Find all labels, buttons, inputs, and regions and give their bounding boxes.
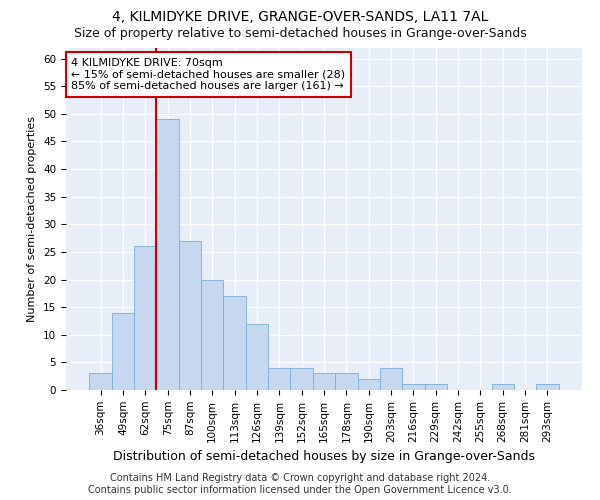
- Bar: [290, 368, 313, 390]
- Bar: [268, 368, 290, 390]
- Text: 4 KILMIDYKE DRIVE: 70sqm
← 15% of semi-detached houses are smaller (28)
85% of s: 4 KILMIDYKE DRIVE: 70sqm ← 15% of semi-d…: [71, 58, 345, 91]
- Bar: [157, 120, 179, 390]
- Bar: [246, 324, 268, 390]
- Y-axis label: Number of semi-detached properties: Number of semi-detached properties: [28, 116, 37, 322]
- Bar: [491, 384, 514, 390]
- Bar: [536, 384, 559, 390]
- Bar: [179, 241, 201, 390]
- Bar: [112, 312, 134, 390]
- Bar: [380, 368, 402, 390]
- Bar: [201, 280, 223, 390]
- Bar: [134, 246, 157, 390]
- Bar: [313, 374, 335, 390]
- Bar: [89, 374, 112, 390]
- Bar: [358, 379, 380, 390]
- X-axis label: Distribution of semi-detached houses by size in Grange-over-Sands: Distribution of semi-detached houses by …: [113, 450, 535, 463]
- Text: Size of property relative to semi-detached houses in Grange-over-Sands: Size of property relative to semi-detach…: [74, 28, 526, 40]
- Bar: [223, 296, 246, 390]
- Bar: [425, 384, 447, 390]
- Bar: [335, 374, 358, 390]
- Text: 4, KILMIDYKE DRIVE, GRANGE-OVER-SANDS, LA11 7AL: 4, KILMIDYKE DRIVE, GRANGE-OVER-SANDS, L…: [112, 10, 488, 24]
- Bar: [402, 384, 425, 390]
- Text: Contains HM Land Registry data © Crown copyright and database right 2024.
Contai: Contains HM Land Registry data © Crown c…: [88, 474, 512, 495]
